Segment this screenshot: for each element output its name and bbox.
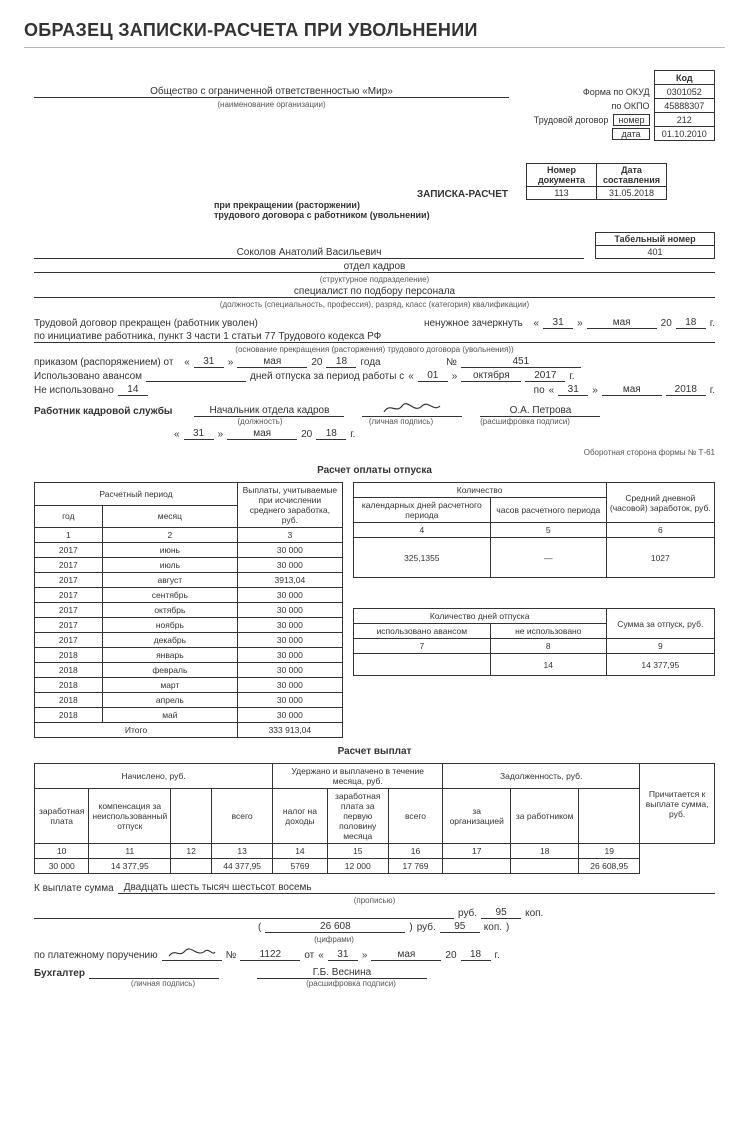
position: специалист по подбору персонала [34, 286, 715, 298]
code-table: Код Форма по ОКУД0301052 по ОКПО45888307… [515, 70, 715, 141]
table-row: 2018апрель30 000 [35, 693, 343, 708]
pay-table: Начислено, руб. Удержано и выплачено в т… [34, 763, 715, 874]
table-row: 2018март30 000 [35, 678, 343, 693]
tab-num-table: Табельный номер 401 [595, 232, 715, 259]
document-sheet: Общество с ограниченной ответственностью… [24, 62, 725, 1000]
table-row: 2017июль30 000 [35, 558, 343, 573]
table-row: 2017сентябрь30 000 [35, 588, 343, 603]
table-row: 2018май30 000 [35, 708, 343, 723]
vacation-section-title: Расчет оплаты отпуска [34, 465, 715, 476]
org-caption: (наименование организации) [34, 100, 509, 109]
doc-title: ЗАПИСКА-РАСЧЕТ [34, 189, 518, 200]
signature [362, 400, 462, 417]
sum-words: Двадцать шесть тысяч шестьсот восемь [118, 882, 715, 894]
table-row: 2017декабрь30 000 [35, 633, 343, 648]
qty-table: Количество Средний дневной (часовой) зар… [353, 482, 715, 578]
org-name: Общество с ограниченной ответственностью… [34, 86, 509, 98]
table-row: 2018февраль30 000 [35, 663, 343, 678]
pay-section-title: Расчет выплат [34, 746, 715, 757]
emp-name: Соколов Анатолий Васильевич [34, 247, 584, 259]
table-row: 2017октябрь30 000 [35, 603, 343, 618]
page-title: ОБРАЗЕЦ ЗАПИСКИ-РАСЧЕТА ПРИ УВОЛЬНЕНИИ [24, 20, 725, 41]
table-row: 2017июнь30 000 [35, 543, 343, 558]
sum-digits: 26 608 [265, 921, 405, 933]
table-row: 2017август3913,04 [35, 573, 343, 588]
reason: по инициативе работника, пункт 3 части 1… [34, 331, 715, 343]
po-sig [162, 946, 222, 961]
table-row: 2017ноябрь30 000 [35, 618, 343, 633]
period-table: Расчетный период Выплаты, учитываемые пр… [34, 482, 343, 738]
table-row: 2018январь30 000 [35, 648, 343, 663]
dept: отдел кадров [34, 261, 715, 273]
back-label: Оборотная сторона формы № Т-61 [34, 448, 715, 457]
doc-meta-table: Номер документаДата составления 11331.05… [526, 163, 667, 200]
term-label: Трудовой договор прекращен (работник уво… [34, 318, 258, 329]
divider [24, 47, 725, 48]
page: ОБРАЗЕЦ ЗАПИСКИ-РАСЧЕТА ПРИ УВОЛЬНЕНИИ О… [0, 0, 749, 1030]
vac-days-table: Количество дней отпуска Сумма за отпуск,… [353, 608, 715, 676]
